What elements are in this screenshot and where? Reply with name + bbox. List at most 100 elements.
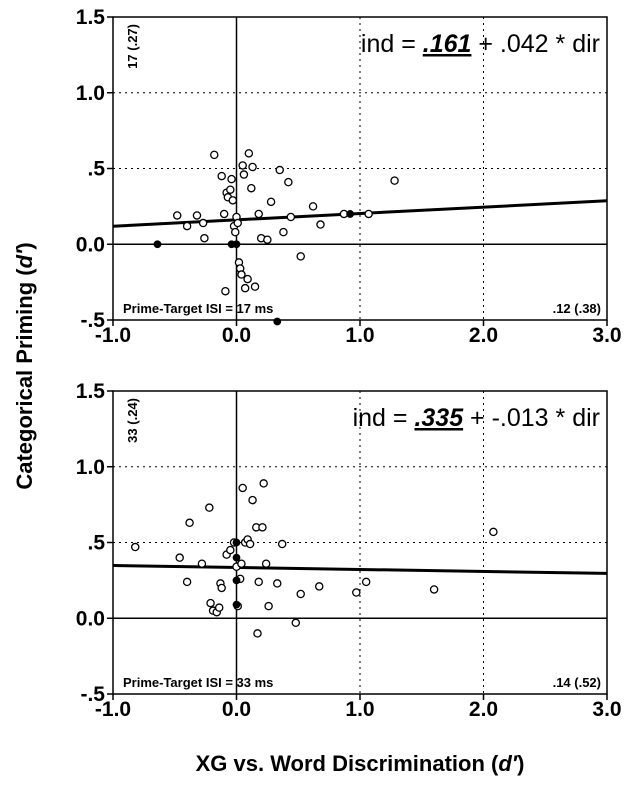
x-tick-label: 0.0 <box>222 698 251 721</box>
data-point-filled <box>232 240 241 249</box>
y-tick-label: .5 <box>87 532 105 555</box>
data-point-open <box>291 618 301 628</box>
data-point-filled <box>232 576 241 585</box>
data-point-open <box>275 165 284 175</box>
data-point-open <box>172 211 182 220</box>
data-point-filled <box>346 210 355 218</box>
data-point-open <box>254 209 263 219</box>
x-tick-label: -1.0 <box>95 324 131 347</box>
data-point-open <box>245 539 255 549</box>
x-tick-label: 1.0 <box>345 324 374 347</box>
corner-left-label: 17 (.27) <box>125 24 140 69</box>
x-tick-label: 2.0 <box>469 324 498 347</box>
data-point-open <box>429 585 439 594</box>
y-tick-label: 0.0 <box>76 233 105 256</box>
panel-bottom: -.5 0.0 .5 1.0 1.5 -1.0 0.0 1.0 2.0 3.0 ind = .33… <box>76 380 622 721</box>
data-point-open <box>254 577 263 587</box>
y-axis-title: Categorical Priming (d′) <box>12 242 37 489</box>
data-point-open <box>263 235 272 244</box>
corner-left-label: 33 (.24) <box>125 398 140 443</box>
data-point-open <box>206 598 215 608</box>
data-point-filled <box>232 538 241 547</box>
panel-top: -.5 0.0 .5 1.0 1.5 -1.0 0.0 1.0 2.0 3.0 ind = .16… <box>76 6 622 347</box>
x-tick-label: -1.0 <box>95 698 131 721</box>
data-point-open <box>277 539 287 549</box>
y-tick-label: 1.0 <box>76 82 105 105</box>
y-tick-label: -.5 <box>80 309 105 332</box>
data-point-open <box>296 252 305 261</box>
data-point-open <box>279 227 288 237</box>
data-point-open <box>253 629 262 638</box>
data-point-open <box>243 274 252 284</box>
data-point-open <box>231 227 240 237</box>
data-point-open <box>296 589 305 599</box>
regression-line <box>112 199 608 228</box>
data-point-open <box>247 183 256 193</box>
data-point-open <box>264 601 273 611</box>
regression-line <box>112 564 608 575</box>
bottom-right-label: .12 (.38) <box>553 301 601 316</box>
data-point-open <box>489 527 498 537</box>
data-point-open <box>233 218 242 228</box>
data-point-open <box>259 479 268 488</box>
x-tick-label: 2.0 <box>469 698 498 721</box>
y-tick-label: 1.0 <box>76 456 105 479</box>
data-point-open <box>248 495 257 505</box>
data-point-open <box>130 542 140 552</box>
data-point-open <box>286 212 296 222</box>
data-point-open <box>221 286 230 296</box>
data-point-open <box>238 161 247 170</box>
x-tick-label: 3.0 <box>592 324 621 347</box>
x-axis-title: XG vs. Word Discrimination (d′) <box>196 751 525 776</box>
data-point-open <box>240 283 250 293</box>
y-tick-label: 1.5 <box>76 6 106 29</box>
data-point-open <box>182 221 192 231</box>
data-point-open <box>316 220 325 229</box>
y-tick-label: -.5 <box>80 683 105 706</box>
data-point-open <box>217 171 226 181</box>
data-point-filled <box>232 553 241 562</box>
isi-label: Prime-Target ISI = 17 ms <box>123 301 273 316</box>
data-point-open <box>200 233 209 243</box>
bottom-right-label: .14 (.52) <box>553 675 601 690</box>
data-point-filled <box>232 600 241 609</box>
data-point-open <box>228 196 238 205</box>
data-point-open <box>390 176 399 185</box>
data-point-open <box>244 149 254 158</box>
data-point-filled <box>273 317 282 326</box>
data-point-open <box>198 218 208 228</box>
data-point-open <box>261 559 271 568</box>
data-point-open <box>182 577 192 587</box>
data-point-open <box>197 559 207 568</box>
data-point-open <box>219 209 229 219</box>
data-point-open <box>314 582 324 591</box>
data-point-open <box>273 579 282 588</box>
x-tick-label: 0.0 <box>222 324 251 347</box>
data-point-open <box>308 202 318 211</box>
data-point-open <box>248 162 257 172</box>
data-point-open <box>266 197 276 207</box>
data-point-open <box>226 185 235 194</box>
data-point-open <box>352 588 361 597</box>
y-tick-label: .5 <box>87 158 105 181</box>
data-point-open <box>226 545 235 555</box>
data-point-open <box>258 523 267 532</box>
data-point-open <box>237 270 246 279</box>
data-point-open <box>239 170 249 179</box>
data-point-filled <box>153 240 162 249</box>
regression-equation: ind = .161 + .042 * dir <box>361 30 600 58</box>
data-point-open <box>284 177 293 187</box>
regression-equation: ind = .335 + -.013 * dir <box>353 404 600 432</box>
data-point-open <box>192 211 202 220</box>
isi-label: Prime-Target ISI = 33 ms <box>123 675 273 690</box>
data-point-open <box>214 603 224 612</box>
data-point-open <box>210 150 219 160</box>
data-point-open <box>364 209 373 219</box>
y-tick-label: 0.0 <box>76 607 105 630</box>
data-point-open <box>237 559 246 568</box>
data-point-open <box>217 583 226 593</box>
data-point-open <box>175 553 184 562</box>
data-point-open <box>361 577 371 587</box>
data-point-open <box>185 518 194 528</box>
